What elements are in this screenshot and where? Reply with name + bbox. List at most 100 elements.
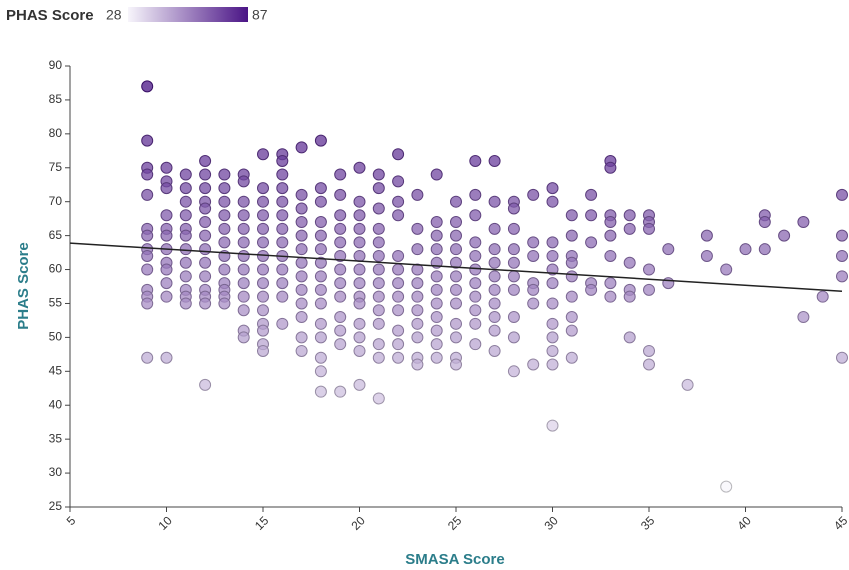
- point: [488, 324, 501, 337]
- point: [527, 236, 540, 249]
- point: [430, 270, 443, 283]
- point: [392, 324, 405, 337]
- point: [507, 311, 520, 324]
- point: [199, 168, 212, 181]
- point: [546, 182, 559, 195]
- point: [469, 154, 482, 167]
- point: [604, 290, 617, 303]
- point: [546, 277, 559, 290]
- point: [469, 209, 482, 222]
- point: [353, 331, 366, 344]
- point: [160, 182, 173, 195]
- point: [488, 283, 501, 296]
- point: [469, 277, 482, 290]
- point: [237, 175, 250, 188]
- point: [141, 249, 154, 262]
- point: [276, 277, 289, 290]
- x-tick-label: 45: [831, 513, 849, 533]
- point: [334, 236, 347, 249]
- point: [334, 311, 347, 324]
- point: [372, 338, 385, 351]
- point: [276, 154, 289, 167]
- point: [276, 317, 289, 330]
- point: [392, 175, 405, 188]
- point: [392, 263, 405, 276]
- point: [199, 270, 212, 283]
- point: [469, 338, 482, 351]
- point: [295, 202, 308, 215]
- point: [218, 182, 231, 195]
- point: [314, 365, 327, 378]
- point: [257, 290, 269, 303]
- point: [836, 351, 848, 364]
- point: [450, 331, 462, 344]
- point: [565, 256, 578, 269]
- point: [643, 358, 655, 371]
- x-tick-label: 15: [252, 513, 272, 533]
- point: [295, 297, 308, 310]
- point: [237, 304, 250, 317]
- point: [179, 209, 192, 222]
- point: [295, 141, 308, 154]
- point: [372, 249, 385, 262]
- point: [199, 154, 212, 167]
- point: [353, 277, 366, 290]
- point: [662, 243, 675, 256]
- point: [353, 317, 366, 330]
- point: [450, 256, 462, 269]
- point: [353, 263, 366, 276]
- point: [720, 263, 733, 276]
- point: [179, 270, 192, 283]
- point: [430, 338, 443, 351]
- point: [469, 263, 482, 276]
- point: [565, 229, 578, 242]
- point: [295, 229, 308, 242]
- point: [604, 249, 617, 262]
- point: [411, 331, 424, 344]
- point: [450, 270, 462, 283]
- point: [179, 182, 192, 195]
- y-tick-label: 35: [49, 431, 63, 445]
- point: [237, 263, 250, 276]
- point: [218, 209, 231, 222]
- point: [237, 209, 250, 222]
- point: [314, 229, 327, 242]
- point: [276, 290, 289, 303]
- point: [257, 209, 269, 222]
- point: [237, 236, 250, 249]
- point: [334, 290, 347, 303]
- point: [488, 154, 501, 167]
- point: [295, 188, 308, 201]
- legend-max: 87: [252, 7, 268, 23]
- point: [392, 277, 405, 290]
- legend-gradient: [128, 7, 248, 22]
- point: [450, 358, 462, 371]
- point: [392, 290, 405, 303]
- point: [218, 263, 231, 276]
- point: [411, 317, 424, 330]
- point: [237, 249, 250, 262]
- x-tick-label: 10: [156, 513, 176, 533]
- point: [836, 188, 848, 201]
- point: [257, 324, 269, 337]
- point: [372, 351, 385, 364]
- point: [836, 270, 848, 283]
- x-tick-label: 5: [64, 513, 79, 528]
- point: [488, 344, 501, 357]
- point: [257, 182, 269, 195]
- point: [218, 297, 231, 310]
- point: [411, 222, 424, 235]
- point: [353, 378, 366, 391]
- point: [643, 263, 655, 276]
- point: [257, 195, 269, 208]
- point: [411, 277, 424, 290]
- point: [334, 324, 347, 337]
- point: [372, 222, 385, 235]
- point: [816, 290, 829, 303]
- point: [314, 317, 327, 330]
- point: [257, 277, 269, 290]
- point: [836, 229, 848, 242]
- point: [469, 304, 482, 317]
- point: [507, 365, 520, 378]
